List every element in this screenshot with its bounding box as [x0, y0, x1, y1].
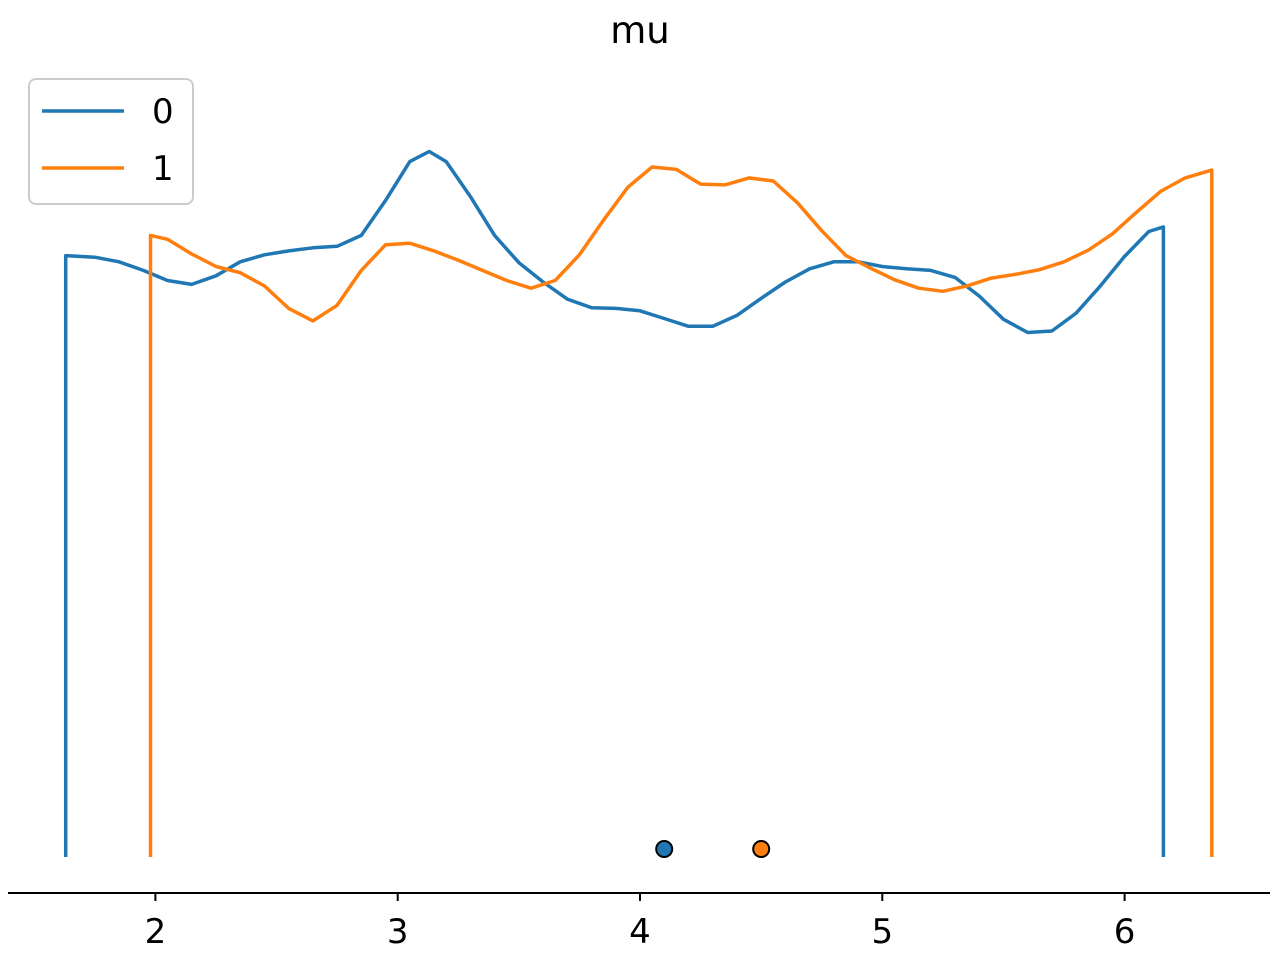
legend: 01: [28, 78, 194, 205]
legend-label-1: 1: [152, 149, 174, 189]
x-tick-label: 3: [387, 912, 409, 952]
x-tick-label: 5: [871, 912, 893, 952]
x-tick-label: 4: [629, 912, 651, 952]
point-estimate-1: [752, 840, 771, 858]
plot-area: [63, 149, 1214, 858]
x-tick-label: 2: [145, 912, 167, 952]
legend-label-0: 0: [152, 92, 174, 132]
x-tick-label: 6: [1114, 912, 1136, 952]
point-estimate-0: [655, 840, 674, 858]
series-line-0: [63, 149, 1166, 857]
series-line-1: [148, 165, 1214, 857]
chart-title: mu: [610, 9, 670, 52]
x-axis: 2 3 4 5 6: [8, 892, 1270, 952]
